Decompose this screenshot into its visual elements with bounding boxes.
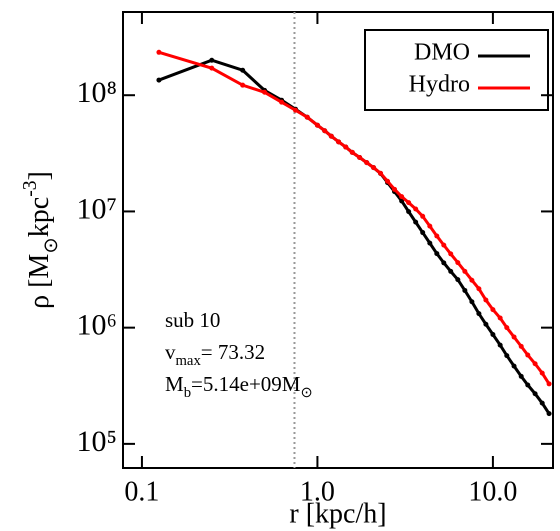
data-point — [314, 122, 320, 128]
data-point — [427, 240, 433, 246]
data-point — [469, 299, 475, 305]
data-point — [209, 65, 215, 71]
data-point — [399, 194, 405, 200]
label-part: M — [165, 372, 184, 396]
data-point — [292, 107, 298, 113]
data-point — [427, 223, 433, 229]
data-point — [518, 343, 524, 349]
data-point — [328, 133, 334, 139]
y-tick-label: 10⁸ — [77, 76, 117, 109]
data-point — [357, 155, 363, 161]
data-point — [322, 128, 328, 134]
data-point — [420, 230, 426, 236]
data-point — [504, 353, 510, 359]
data-point — [504, 325, 510, 331]
data-point — [539, 370, 545, 376]
data-point — [378, 170, 384, 176]
data-point — [448, 268, 454, 274]
legend-label: DMO — [414, 40, 470, 66]
data-point — [240, 67, 246, 73]
label-part: kpc — [24, 197, 55, 237]
data-point — [539, 400, 545, 406]
y-tick-label: 10⁶ — [77, 309, 117, 342]
data-point — [279, 99, 285, 105]
data-point — [209, 57, 215, 63]
data-point — [476, 311, 482, 317]
annotation: Mb=5.14e+09M⊙ — [165, 372, 313, 402]
data-point — [336, 139, 342, 145]
data-point — [385, 178, 391, 184]
data-point — [399, 198, 405, 204]
label-part: ⊙ — [300, 385, 312, 401]
label-part: ⊙ — [41, 237, 62, 253]
data-point — [156, 49, 162, 55]
x-tick-label: 0.1 — [124, 476, 159, 507]
label-part: max — [176, 353, 202, 369]
data-point — [518, 373, 524, 379]
data-point — [448, 251, 454, 257]
data-point — [240, 82, 246, 88]
data-point — [469, 277, 475, 283]
data-point — [434, 251, 440, 257]
data-point — [392, 186, 398, 192]
data-point — [262, 89, 268, 95]
data-point — [441, 260, 447, 266]
data-point — [343, 144, 349, 150]
x-tick-label: 10.0 — [468, 476, 517, 507]
data-point — [304, 114, 310, 120]
label-part: b — [184, 385, 191, 401]
data-point — [532, 361, 538, 367]
data-point — [434, 233, 440, 239]
data-point — [476, 286, 482, 292]
data-point — [483, 297, 489, 303]
data-point — [490, 332, 496, 338]
data-point — [511, 363, 517, 369]
data-point — [406, 200, 412, 206]
data-point — [511, 334, 517, 340]
data-point — [441, 242, 447, 248]
data-point — [462, 287, 468, 293]
data-point — [525, 352, 531, 358]
data-point — [413, 219, 419, 225]
plot-frame — [122, 11, 554, 469]
label-part: ] — [24, 171, 55, 180]
legend-box — [364, 29, 549, 111]
annotation: vmax= 73.32 — [165, 340, 265, 370]
label-part: v — [165, 340, 176, 364]
x-axis-label: r [kpc/h] — [289, 498, 386, 529]
data-point — [349, 149, 355, 155]
data-point — [490, 307, 496, 313]
data-point — [364, 160, 370, 166]
data-point — [462, 268, 468, 274]
annotation: sub 10 — [165, 308, 220, 332]
data-point — [483, 321, 489, 327]
legend-label: Hydro — [409, 72, 470, 98]
y-tick-label: 10⁷ — [77, 192, 117, 225]
data-point — [497, 315, 503, 321]
data-point — [406, 209, 412, 215]
data-point — [413, 206, 419, 212]
data-point — [532, 391, 538, 397]
data-point — [371, 165, 377, 171]
label-part: =5.14e+09M — [191, 372, 301, 396]
x-tick-label: 1.0 — [300, 476, 335, 507]
label-part: ρ [M — [24, 254, 55, 309]
label-part: sub 10 — [165, 308, 220, 332]
data-point — [420, 213, 426, 219]
data-point — [546, 411, 552, 417]
y-tick-label: 10⁵ — [77, 425, 117, 458]
label-part: = 73.32 — [201, 340, 265, 364]
data-point — [497, 342, 503, 348]
data-point — [546, 381, 552, 387]
data-point — [156, 77, 162, 83]
data-point — [455, 277, 461, 283]
y-axis-label: ρ [M⊙kpc-3] — [20, 171, 62, 309]
data-point — [455, 260, 461, 266]
data-point — [525, 382, 531, 388]
label-part: -3 — [20, 180, 41, 197]
